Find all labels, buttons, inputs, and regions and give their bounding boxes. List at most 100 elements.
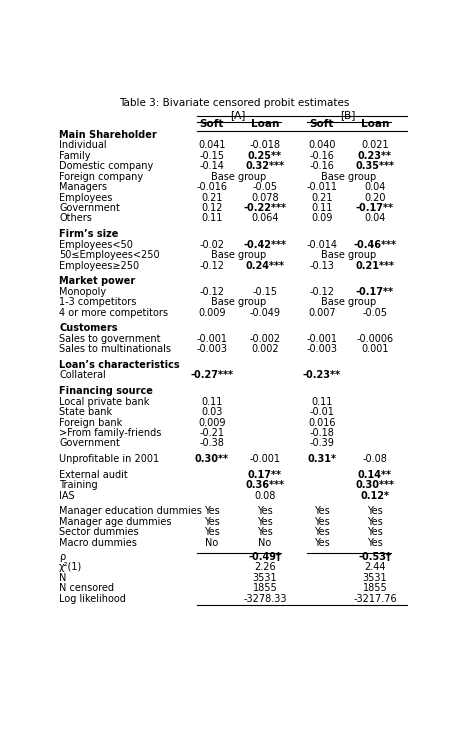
Text: -3217.76: -3217.76 <box>353 593 397 604</box>
Text: -0.17**: -0.17** <box>356 203 394 213</box>
Text: Yes: Yes <box>257 528 273 538</box>
Text: Base group: Base group <box>211 171 266 182</box>
Text: Yes: Yes <box>314 538 330 548</box>
Text: -0.001: -0.001 <box>250 455 280 464</box>
Text: -0.011: -0.011 <box>306 182 337 192</box>
Text: Yes: Yes <box>367 528 383 538</box>
Text: -0.12: -0.12 <box>309 287 334 297</box>
Text: Employees: Employees <box>59 193 112 202</box>
Text: Firm’s size: Firm’s size <box>59 230 119 239</box>
Text: Yes: Yes <box>257 507 273 516</box>
Text: Others: Others <box>59 214 92 223</box>
Text: 0.11: 0.11 <box>201 214 222 223</box>
Text: Main Shareholder: Main Shareholder <box>59 130 157 140</box>
Text: 1855: 1855 <box>363 583 387 593</box>
Text: Customers: Customers <box>59 323 118 334</box>
Text: External audit: External audit <box>59 470 128 480</box>
Text: 2.44: 2.44 <box>364 562 386 572</box>
Text: 0.12: 0.12 <box>201 203 223 213</box>
Text: Employees<50: Employees<50 <box>59 239 133 250</box>
Text: 0.08: 0.08 <box>254 491 276 501</box>
Text: -0.016: -0.016 <box>196 182 227 192</box>
Text: >From family-friends: >From family-friends <box>59 428 161 438</box>
Text: 0.25**: 0.25** <box>248 151 282 161</box>
Text: Base group: Base group <box>211 297 266 307</box>
Text: 0.14**: 0.14** <box>358 470 392 480</box>
Text: [B]: [B] <box>341 110 356 120</box>
Text: 0.002: 0.002 <box>251 344 279 354</box>
Text: Foreign bank: Foreign bank <box>59 418 122 427</box>
Text: 0.24***: 0.24*** <box>245 260 284 270</box>
Text: 0.21***: 0.21*** <box>355 260 394 270</box>
Text: -0.003: -0.003 <box>196 344 227 354</box>
Text: Yes: Yes <box>314 507 330 516</box>
Text: 0.11: 0.11 <box>311 396 333 407</box>
Text: 0.30***: 0.30*** <box>355 480 394 490</box>
Text: -0.12: -0.12 <box>199 287 224 297</box>
Text: Government: Government <box>59 439 120 448</box>
Text: Yes: Yes <box>204 528 219 538</box>
Text: Managers: Managers <box>59 182 107 192</box>
Text: 0.04: 0.04 <box>364 182 386 192</box>
Text: Base group: Base group <box>321 297 376 307</box>
Text: -0.21: -0.21 <box>199 428 224 438</box>
Text: No: No <box>258 538 272 548</box>
Text: 0.31*: 0.31* <box>307 455 336 464</box>
Text: 0.11: 0.11 <box>311 203 333 213</box>
Text: Sales to multinationals: Sales to multinationals <box>59 344 171 354</box>
Text: Yes: Yes <box>204 507 219 516</box>
Text: -0.17**: -0.17** <box>356 287 394 297</box>
Text: -0.002: -0.002 <box>249 334 280 344</box>
Text: 0.001: 0.001 <box>361 344 389 354</box>
Text: Market power: Market power <box>59 276 135 286</box>
Text: 0.35***: 0.35*** <box>355 161 394 171</box>
Text: -0.13: -0.13 <box>309 260 334 270</box>
Text: χ²(1): χ²(1) <box>59 562 82 572</box>
Text: -0.16: -0.16 <box>309 161 334 171</box>
Text: 3531: 3531 <box>252 573 277 583</box>
Text: -0.27***: -0.27*** <box>190 371 233 381</box>
Text: ρ: ρ <box>59 552 65 562</box>
Text: Sector dummies: Sector dummies <box>59 528 139 538</box>
Text: Soft: Soft <box>200 119 224 129</box>
Text: -0.01: -0.01 <box>309 407 334 417</box>
Text: IAS: IAS <box>59 491 75 501</box>
Text: 0.078: 0.078 <box>251 193 279 202</box>
Text: 3531: 3531 <box>363 573 387 583</box>
Text: N censored: N censored <box>59 583 114 593</box>
Text: Loan: Loan <box>251 119 279 129</box>
Text: Collateral: Collateral <box>59 371 106 381</box>
Text: 1-3 competitors: 1-3 competitors <box>59 297 136 307</box>
Text: -0.014: -0.014 <box>306 239 337 250</box>
Text: 0.09: 0.09 <box>311 214 333 223</box>
Text: Base group: Base group <box>211 250 266 260</box>
Text: Individual: Individual <box>59 140 107 150</box>
Text: Manager education dummies: Manager education dummies <box>59 507 202 516</box>
Text: Employees≥250: Employees≥250 <box>59 260 139 270</box>
Text: -0.02: -0.02 <box>199 239 224 250</box>
Text: 4 or more competitors: 4 or more competitors <box>59 308 168 318</box>
Text: Foreign company: Foreign company <box>59 171 143 182</box>
Text: 0.016: 0.016 <box>308 418 335 427</box>
Text: Log likelihood: Log likelihood <box>59 593 126 604</box>
Text: -0.39: -0.39 <box>309 439 334 448</box>
Text: Manager age dummies: Manager age dummies <box>59 517 172 527</box>
Text: -0.05: -0.05 <box>252 182 278 192</box>
Text: Training: Training <box>59 480 98 490</box>
Text: Yes: Yes <box>367 507 383 516</box>
Text: -0.08: -0.08 <box>362 455 387 464</box>
Text: Macro dummies: Macro dummies <box>59 538 137 548</box>
Text: 0.20: 0.20 <box>364 193 386 202</box>
Text: 0.12*: 0.12* <box>360 491 389 501</box>
Text: Loan: Loan <box>361 119 389 129</box>
Text: Soft: Soft <box>310 119 334 129</box>
Text: -0.003: -0.003 <box>306 344 337 354</box>
Text: Family: Family <box>59 151 91 161</box>
Text: 0.040: 0.040 <box>308 140 335 150</box>
Text: 0.03: 0.03 <box>201 407 222 417</box>
Text: Government: Government <box>59 203 120 213</box>
Text: Yes: Yes <box>204 517 219 527</box>
Text: 0.009: 0.009 <box>198 418 225 427</box>
Text: Table 3: Bivariate censored probit estimates: Table 3: Bivariate censored probit estim… <box>120 98 350 109</box>
Text: 0.11: 0.11 <box>201 396 222 407</box>
